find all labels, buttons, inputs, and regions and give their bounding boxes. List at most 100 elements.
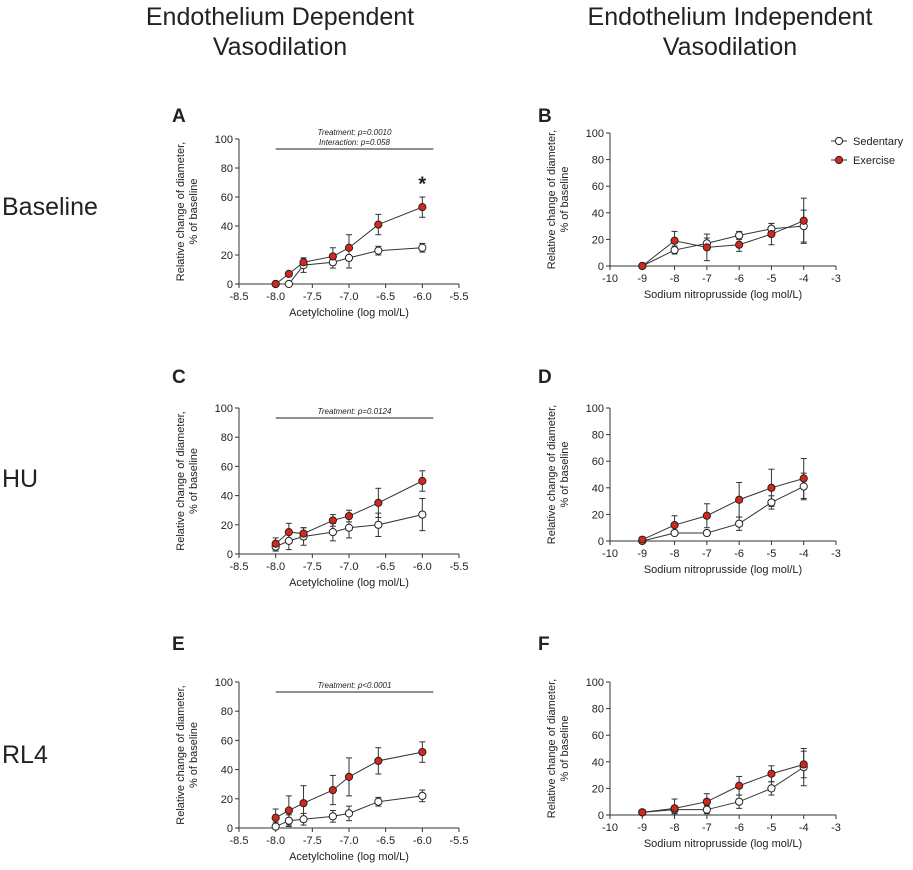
column-header-independent-line2: Vasodilation	[662, 33, 798, 61]
annotation-text: Treatment: p<0.0001	[318, 681, 392, 690]
panel-b: B 0 20 40 60 80 100 -10 -9 -8 -7 -6 -5 -4 -3 Sodium nit…	[538, 106, 904, 301]
panel-letter: E	[172, 634, 185, 655]
y-axis-label-line2: % of baseline	[188, 722, 200, 788]
x-tick-label: -6	[734, 273, 744, 285]
data-point-exercise	[767, 483, 776, 492]
y-axis-label-line2: % of baseline	[188, 178, 200, 244]
y-tick-label: 40	[221, 491, 233, 503]
y-tick-label: 20	[592, 234, 604, 246]
x-tick-label: -7	[702, 548, 712, 560]
data-point-exercise	[799, 474, 808, 483]
y-tick-label: 40	[221, 221, 233, 233]
data-point-exercise	[735, 240, 744, 249]
y-tick-label: 100	[586, 677, 604, 689]
y-tick-label: 0	[227, 549, 233, 561]
data-point-exercise	[374, 756, 383, 765]
data-point-exercise	[418, 203, 427, 212]
x-tick-label: -8	[670, 822, 680, 834]
y-tick-label: 20	[221, 520, 233, 532]
x-tick-label: -6.0	[413, 291, 432, 303]
x-tick-label: -7	[702, 273, 712, 285]
data-point-exercise	[344, 511, 354, 521]
data-point-sedentary	[374, 520, 383, 529]
panel-f: F 0 20 40 60 80 100 -10 -9 -8 -7 -6 -5 -4 -3 Sodium nit…	[538, 634, 841, 850]
y-axis-label-line2: % of baseline	[188, 448, 200, 514]
x-tick-label: -7.5	[303, 835, 322, 847]
panel-letter: C	[172, 367, 186, 388]
data-point-exercise	[344, 772, 354, 782]
data-point-exercise	[767, 229, 776, 239]
data-point-exercise	[702, 797, 711, 806]
y-tick-label: 40	[221, 765, 233, 777]
y-tick-label: 40	[592, 208, 604, 220]
data-point-exercise	[638, 535, 647, 544]
data-point-sedentary	[702, 805, 711, 814]
y-tick-label: 80	[592, 155, 604, 167]
data-point-exercise	[735, 781, 744, 790]
data-point-sedentary	[418, 510, 427, 519]
x-tick-label: -8	[670, 273, 680, 285]
x-tick-label: -7.0	[340, 561, 359, 573]
data-point-exercise	[418, 476, 427, 486]
annotation-text: Treatment: p=0.0124	[318, 407, 392, 416]
x-tick-label: -8	[670, 548, 680, 560]
data-point-sedentary	[344, 523, 354, 532]
data-point-exercise	[374, 220, 383, 229]
data-point-exercise	[702, 243, 711, 252]
data-point-sedentary	[374, 797, 383, 806]
y-axis-label-line2: % of baseline	[559, 166, 571, 232]
y-axis-label-line1: Relative change of diameter,	[175, 685, 187, 824]
y-tick-label: 100	[215, 677, 233, 689]
data-point-sedentary	[670, 245, 679, 255]
data-point-sedentary	[344, 809, 354, 818]
x-tick-label: -8.0	[266, 835, 285, 847]
y-axis-label-line2: % of baseline	[559, 441, 571, 507]
x-tick-label: -7.0	[340, 291, 359, 303]
panel-letter: A	[172, 106, 186, 127]
y-tick-label: 0	[227, 823, 233, 835]
x-tick-label: -8.5	[230, 835, 249, 847]
data-point-sedentary	[284, 536, 293, 545]
y-tick-label: 20	[592, 509, 604, 521]
column-header-dependent: Endothelium Dependent Vasodilation	[130, 2, 430, 62]
x-tick-label: -5	[767, 822, 777, 834]
annotation-text: Interaction: p=0.058	[319, 138, 390, 147]
data-point-exercise	[271, 279, 280, 289]
x-tick-label: -9	[637, 548, 647, 560]
y-axis-label-line1: Relative change of diameter,	[546, 405, 558, 544]
x-tick-label: -10	[602, 822, 618, 834]
y-tick-label: 60	[221, 461, 233, 473]
data-point-sedentary	[344, 253, 354, 262]
x-tick-label: -5	[767, 548, 777, 560]
y-tick-label: 20	[221, 794, 233, 806]
series-line-exercise	[642, 763, 804, 813]
x-tick-label: -4	[799, 822, 809, 834]
x-tick-label: -4	[799, 548, 809, 560]
x-tick-label: -6	[734, 548, 744, 560]
x-tick-label: -4	[799, 273, 809, 285]
data-point-sedentary	[799, 482, 808, 491]
data-point-sedentary	[299, 815, 308, 824]
y-tick-label: 80	[221, 706, 233, 718]
x-tick-label: -6.5	[376, 835, 395, 847]
y-tick-label: 40	[592, 757, 604, 769]
x-tick-label: -6.0	[413, 561, 432, 573]
x-tick-label: -3	[831, 822, 841, 834]
panel-letter: B	[538, 106, 552, 127]
data-point-sedentary	[735, 519, 744, 528]
x-tick-label: -8.0	[266, 291, 285, 303]
data-point-sedentary	[735, 231, 744, 240]
y-tick-label: 60	[592, 456, 604, 468]
data-point-exercise	[418, 747, 427, 757]
y-tick-label: 20	[221, 250, 233, 262]
data-point-exercise	[271, 539, 280, 548]
data-point-sedentary	[670, 528, 679, 538]
data-point-exercise	[638, 261, 647, 271]
data-point-exercise	[670, 520, 679, 530]
data-point-exercise	[271, 813, 280, 822]
x-tick-label: -7.5	[303, 561, 322, 573]
significance-star: *	[418, 174, 426, 196]
y-tick-label: 100	[586, 403, 604, 415]
legend-marker-exercise	[834, 155, 844, 165]
